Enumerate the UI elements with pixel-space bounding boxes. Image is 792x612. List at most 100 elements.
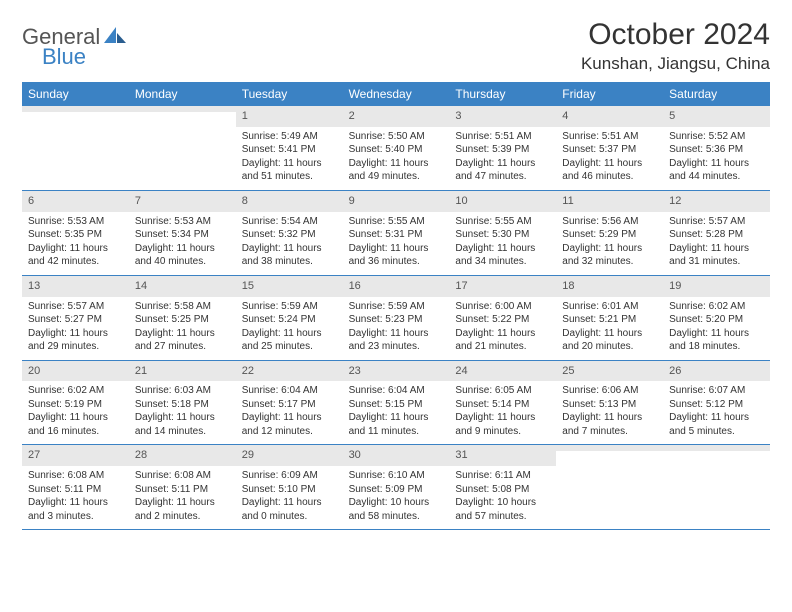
day-info-line: Daylight: 11 hours xyxy=(455,157,550,171)
day-body: Sunrise: 6:02 AMSunset: 5:20 PMDaylight:… xyxy=(663,297,770,360)
day-number: 24 xyxy=(449,361,556,382)
day-info-line: Daylight: 11 hours xyxy=(242,496,337,510)
day-number: 6 xyxy=(22,191,129,212)
day-info-line: and 32 minutes. xyxy=(562,255,657,269)
day-number: 11 xyxy=(556,191,663,212)
day-info-line: Daylight: 11 hours xyxy=(562,242,657,256)
day-number: 3 xyxy=(449,106,556,127)
day-info-line: Sunrise: 6:03 AM xyxy=(135,384,230,398)
day-cell: 3Sunrise: 5:51 AMSunset: 5:39 PMDaylight… xyxy=(449,106,556,190)
day-number: 23 xyxy=(343,361,450,382)
day-info-line: Sunrise: 6:04 AM xyxy=(242,384,337,398)
day-info-line: Daylight: 11 hours xyxy=(135,242,230,256)
logo-text-blue: Blue xyxy=(42,44,86,69)
day-info-line: and 11 minutes. xyxy=(349,425,444,439)
week-row: 6Sunrise: 5:53 AMSunset: 5:35 PMDaylight… xyxy=(22,191,770,276)
day-info-line: Daylight: 11 hours xyxy=(28,327,123,341)
day-number: 4 xyxy=(556,106,663,127)
day-info-line: Sunset: 5:28 PM xyxy=(669,228,764,242)
day-info-line: Sunrise: 6:08 AM xyxy=(135,469,230,483)
day-info-line: Sunrise: 5:57 AM xyxy=(28,300,123,314)
day-cell: 17Sunrise: 6:00 AMSunset: 5:22 PMDayligh… xyxy=(449,276,556,360)
day-body: Sunrise: 6:04 AMSunset: 5:17 PMDaylight:… xyxy=(236,381,343,444)
day-cell: 4Sunrise: 5:51 AMSunset: 5:37 PMDaylight… xyxy=(556,106,663,190)
day-info-line: Daylight: 11 hours xyxy=(669,327,764,341)
day-number: 25 xyxy=(556,361,663,382)
day-info-line: Sunrise: 5:55 AM xyxy=(349,215,444,229)
day-info-line: Sunset: 5:14 PM xyxy=(455,398,550,412)
day-number: 20 xyxy=(22,361,129,382)
day-info-line: Daylight: 11 hours xyxy=(135,411,230,425)
day-info-line: Sunrise: 5:59 AM xyxy=(349,300,444,314)
day-number: 2 xyxy=(343,106,450,127)
day-info-line: Sunrise: 6:05 AM xyxy=(455,384,550,398)
day-info-line: Daylight: 11 hours xyxy=(242,242,337,256)
day-info-line: Sunrise: 5:51 AM xyxy=(455,130,550,144)
day-body: Sunrise: 5:53 AMSunset: 5:35 PMDaylight:… xyxy=(22,212,129,275)
day-cell: 15Sunrise: 5:59 AMSunset: 5:24 PMDayligh… xyxy=(236,276,343,360)
day-cell xyxy=(129,106,236,190)
day-cell: 26Sunrise: 6:07 AMSunset: 5:12 PMDayligh… xyxy=(663,361,770,445)
day-body: Sunrise: 6:01 AMSunset: 5:21 PMDaylight:… xyxy=(556,297,663,360)
day-number: 18 xyxy=(556,276,663,297)
day-cell: 12Sunrise: 5:57 AMSunset: 5:28 PMDayligh… xyxy=(663,191,770,275)
day-info-line: Daylight: 11 hours xyxy=(28,242,123,256)
day-info-line: and 25 minutes. xyxy=(242,340,337,354)
day-cell: 1Sunrise: 5:49 AMSunset: 5:41 PMDaylight… xyxy=(236,106,343,190)
day-number: 28 xyxy=(129,445,236,466)
day-info-line: and 21 minutes. xyxy=(455,340,550,354)
day-info-line: Sunset: 5:13 PM xyxy=(562,398,657,412)
day-info-line: Sunset: 5:35 PM xyxy=(28,228,123,242)
day-header-cell: Wednesday xyxy=(343,82,450,106)
calendar: SundayMondayTuesdayWednesdayThursdayFrid… xyxy=(22,82,770,530)
day-info-line: Daylight: 11 hours xyxy=(349,242,444,256)
day-body: Sunrise: 5:57 AMSunset: 5:28 PMDaylight:… xyxy=(663,212,770,275)
day-info-line: and 5 minutes. xyxy=(669,425,764,439)
day-info-line: Sunrise: 6:04 AM xyxy=(349,384,444,398)
day-body: Sunrise: 6:07 AMSunset: 5:12 PMDaylight:… xyxy=(663,381,770,444)
location: Kunshan, Jiangsu, China xyxy=(581,54,770,74)
day-info-line: and 42 minutes. xyxy=(28,255,123,269)
day-info-line: Sunset: 5:27 PM xyxy=(28,313,123,327)
day-number: 21 xyxy=(129,361,236,382)
day-body: Sunrise: 6:09 AMSunset: 5:10 PMDaylight:… xyxy=(236,466,343,529)
day-header-cell: Monday xyxy=(129,82,236,106)
day-info-line: Daylight: 10 hours xyxy=(455,496,550,510)
day-body: Sunrise: 6:03 AMSunset: 5:18 PMDaylight:… xyxy=(129,381,236,444)
day-number: 1 xyxy=(236,106,343,127)
day-cell: 6Sunrise: 5:53 AMSunset: 5:35 PMDaylight… xyxy=(22,191,129,275)
day-cell: 20Sunrise: 6:02 AMSunset: 5:19 PMDayligh… xyxy=(22,361,129,445)
day-cell: 2Sunrise: 5:50 AMSunset: 5:40 PMDaylight… xyxy=(343,106,450,190)
day-info-line: Sunset: 5:32 PM xyxy=(242,228,337,242)
day-info-line: Sunset: 5:19 PM xyxy=(28,398,123,412)
day-info-line: Daylight: 11 hours xyxy=(455,242,550,256)
day-cell: 19Sunrise: 6:02 AMSunset: 5:20 PMDayligh… xyxy=(663,276,770,360)
day-cell: 27Sunrise: 6:08 AMSunset: 5:11 PMDayligh… xyxy=(22,445,129,529)
day-info-line: Sunrise: 5:57 AM xyxy=(669,215,764,229)
day-info-line: Sunset: 5:31 PM xyxy=(349,228,444,242)
day-info-line: and 47 minutes. xyxy=(455,170,550,184)
day-body: Sunrise: 6:00 AMSunset: 5:22 PMDaylight:… xyxy=(449,297,556,360)
day-info-line: Daylight: 11 hours xyxy=(28,411,123,425)
day-cell: 30Sunrise: 6:10 AMSunset: 5:09 PMDayligh… xyxy=(343,445,450,529)
day-number: 8 xyxy=(236,191,343,212)
day-body: Sunrise: 6:06 AMSunset: 5:13 PMDaylight:… xyxy=(556,381,663,444)
day-body: Sunrise: 5:52 AMSunset: 5:36 PMDaylight:… xyxy=(663,127,770,190)
day-info-line: Sunset: 5:15 PM xyxy=(349,398,444,412)
day-cell: 10Sunrise: 5:55 AMSunset: 5:30 PMDayligh… xyxy=(449,191,556,275)
day-info-line: Daylight: 11 hours xyxy=(28,496,123,510)
day-info-line: Sunrise: 5:54 AM xyxy=(242,215,337,229)
day-info-line: Sunset: 5:41 PM xyxy=(242,143,337,157)
day-info-line: Daylight: 11 hours xyxy=(135,496,230,510)
day-info-line: Sunset: 5:30 PM xyxy=(455,228,550,242)
day-info-line: Sunset: 5:12 PM xyxy=(669,398,764,412)
day-number: 16 xyxy=(343,276,450,297)
week-row: 27Sunrise: 6:08 AMSunset: 5:11 PMDayligh… xyxy=(22,445,770,530)
day-body: Sunrise: 5:59 AMSunset: 5:23 PMDaylight:… xyxy=(343,297,450,360)
day-info-line: and 23 minutes. xyxy=(349,340,444,354)
day-cell: 5Sunrise: 5:52 AMSunset: 5:36 PMDaylight… xyxy=(663,106,770,190)
day-body: Sunrise: 5:57 AMSunset: 5:27 PMDaylight:… xyxy=(22,297,129,360)
day-info-line: and 12 minutes. xyxy=(242,425,337,439)
day-info-line: Sunset: 5:23 PM xyxy=(349,313,444,327)
day-number: 29 xyxy=(236,445,343,466)
